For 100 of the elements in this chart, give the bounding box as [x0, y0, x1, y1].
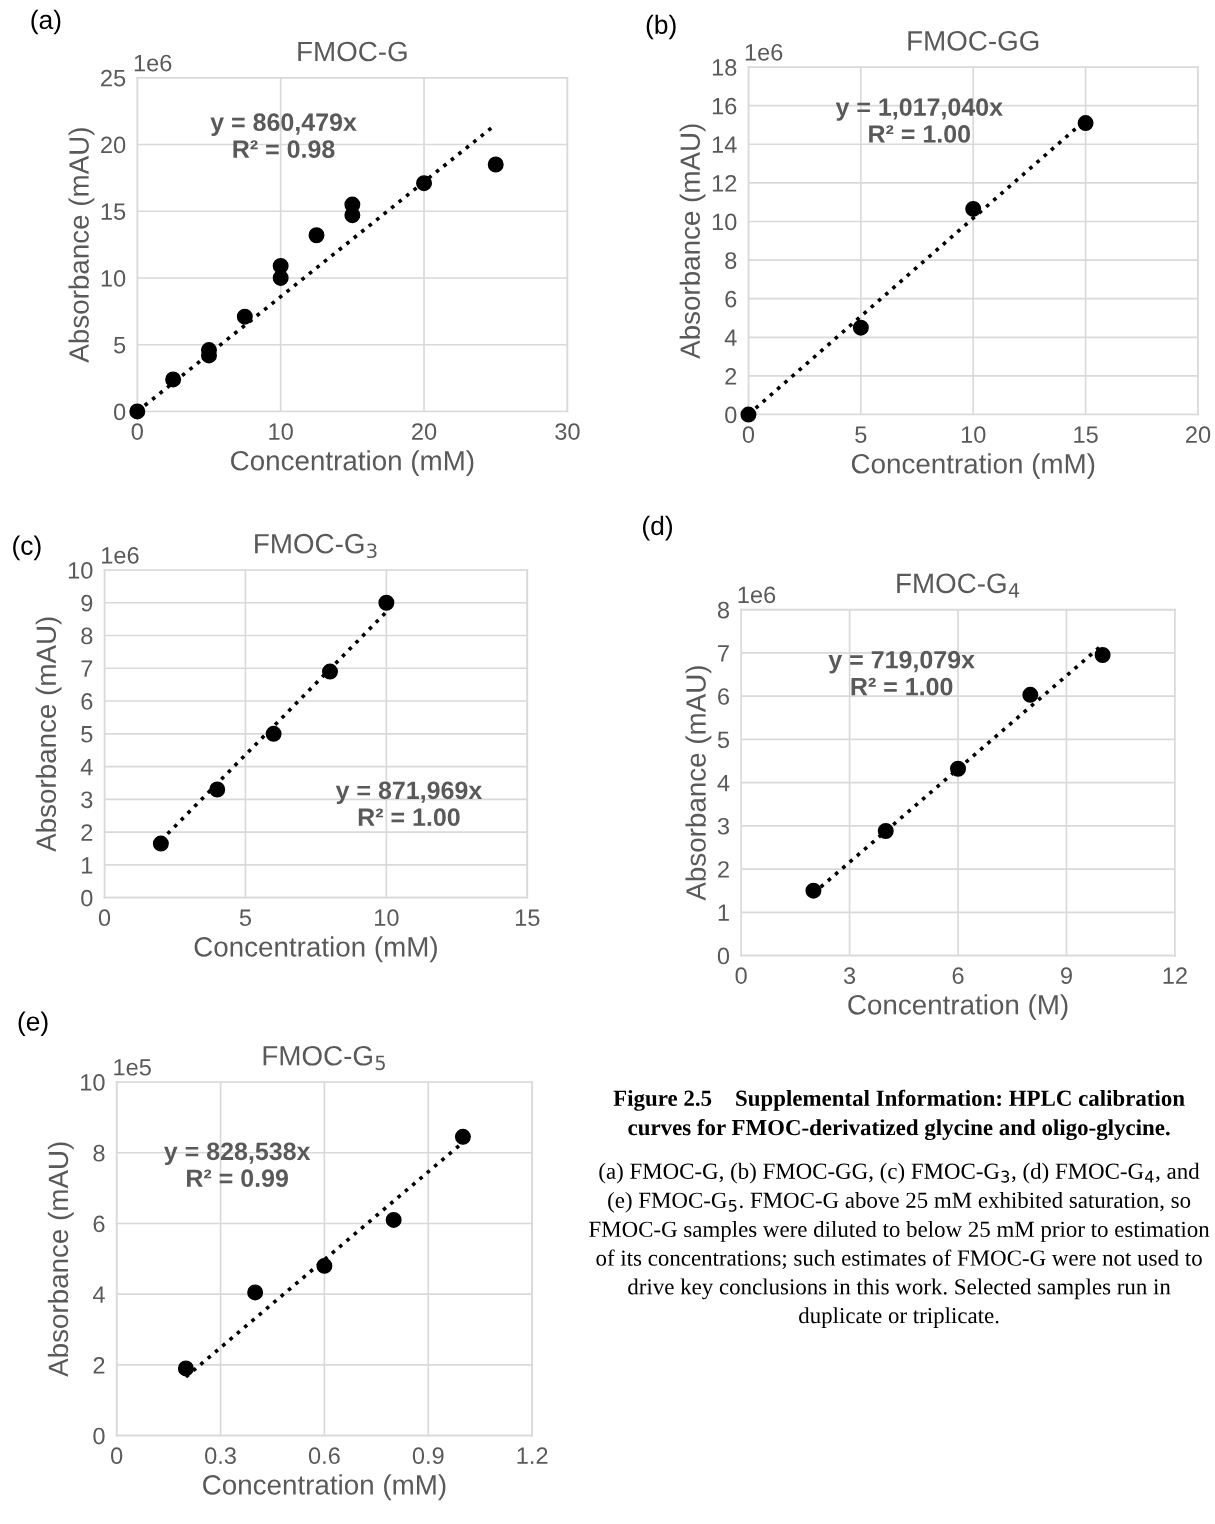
x-tick-label: 5	[855, 426, 867, 443]
x-axis-title: Concentration (mM)	[231, 450, 474, 477]
x-tick-label: 10	[269, 423, 293, 440]
annotation: y = 1,017,040x R² = 1.00	[835, 98, 1003, 143]
x-tick-label: 10	[961, 426, 986, 443]
annotation: y = 871,969x R² = 1.00	[335, 781, 483, 827]
point	[877, 823, 894, 839]
y-tick-label: 3	[717, 817, 729, 835]
x-tick-label: 6	[952, 967, 964, 984]
y-tick-label: 8	[81, 627, 93, 645]
x-tick-label: 9	[1061, 967, 1072, 984]
x-axis-title: Concentration (mM)	[194, 936, 437, 963]
point	[805, 882, 822, 899]
y-tick-label: 6	[718, 688, 729, 705]
y-tick-label: 1	[82, 857, 93, 874]
point	[165, 371, 182, 388]
point	[852, 319, 869, 336]
chart-title: FMOC-GG	[908, 30, 1039, 51]
y-tick-label: 6	[81, 693, 93, 710]
x-tick-label: 5	[239, 909, 252, 927]
y-tick-label: 0	[113, 403, 126, 421]
y-tick-label: 8	[725, 252, 737, 269]
x-tick-label: 20	[1186, 426, 1211, 443]
y-tick-label: 3	[81, 791, 93, 809]
y-tick-label: 4	[724, 329, 737, 346]
x-tick-label: 20	[412, 423, 437, 440]
point	[950, 760, 967, 777]
point	[272, 257, 289, 274]
y-tick-label: 0	[717, 947, 730, 965]
y-tick-label: 4	[717, 774, 730, 792]
y-tick-label: 10	[101, 270, 126, 287]
y-tick-label: 15	[101, 203, 126, 221]
y-axis-title: Absorbance (mAU)	[68, 128, 95, 363]
y-tick-label: 14	[712, 136, 737, 153]
y-tick-label: 6	[725, 290, 737, 308]
text: 1e5	[114, 1059, 151, 1076]
x-tick-label: 1.2	[517, 1447, 548, 1464]
y-tick-label: 2	[93, 1356, 105, 1374]
y-tick-label: 7	[718, 645, 729, 662]
chart-title: FMOC-G$_{3}$	[255, 533, 377, 559]
text: (a) FMOC-G, (b) FMOC-GG, (c) FMOC-G$_{3}$, (d) FMOC-G$_{4}$, and (e) FMOC-G$_{5}$. FMOC-G above 25 mM exhibited saturation, so FMOC-G samples were diluted to below 25 mM prior to estimation of its concentrations; such estimates of FMOC-G were not used to drive key conclusions in this work. Selected samples run in duplicate or triplicate.	[589, 1162, 1210, 1328]
y-tick-label: 10	[712, 213, 737, 231]
y-tick-label: 1	[718, 904, 729, 921]
y-tick-label: 0	[725, 406, 737, 424]
point	[378, 594, 395, 611]
text: (b)	[646, 14, 676, 40]
chart-title: FMOC-G$_{4}$	[897, 573, 1020, 598]
point	[740, 406, 757, 423]
y-tick-label: 5	[114, 337, 126, 354]
text: (a)	[31, 9, 61, 35]
y-tick-label: 2	[725, 367, 737, 385]
y-tick-label: 25	[101, 69, 126, 87]
x-tick-label: 15	[515, 909, 540, 927]
y-tick-label: 20	[101, 136, 126, 154]
text: Figure 2.5 Supplemental Information: HPLC calibration curves for FMOC-derivatized glycine and oligo-glycine.	[613, 1089, 1185, 1141]
x-axis-title: Concentration (mM)	[203, 1474, 446, 1501]
point	[247, 1284, 264, 1301]
x-tick-label: 0	[742, 426, 755, 443]
y-tick-label: 12	[712, 174, 737, 192]
y-tick-label: 2	[81, 824, 93, 841]
point	[265, 725, 282, 742]
y-axis-title: Absorbance (mAU)	[685, 666, 712, 901]
point	[236, 308, 253, 325]
point	[129, 403, 146, 420]
y-tick-label: 4	[92, 1286, 105, 1303]
text: (c)	[13, 535, 41, 561]
x-tick-label: 10	[375, 909, 399, 927]
text: 1e6	[738, 586, 776, 604]
point	[1077, 115, 1094, 132]
y-axis-title: Absorbance (mAU)	[679, 124, 706, 359]
point	[416, 175, 433, 192]
point	[209, 781, 226, 798]
y-tick-label: 9	[81, 594, 93, 612]
text: 1e6	[102, 546, 139, 564]
x-tick-label: 0.9	[412, 1447, 444, 1465]
point	[454, 1128, 471, 1145]
point	[1022, 686, 1039, 703]
y-tick-label: 0	[81, 889, 93, 907]
y-tick-label: 10	[68, 562, 93, 579]
y-tick-label: 10	[81, 1074, 105, 1091]
x-axis-title: Concentration (M)	[848, 994, 1068, 1021]
point	[152, 835, 169, 852]
chart-title: FMOC-G$_{5}$	[263, 1045, 385, 1071]
y-tick-label: 16	[712, 97, 737, 115]
point	[308, 227, 325, 244]
x-tick-label: 3	[843, 967, 856, 984]
point	[322, 663, 338, 680]
point	[1094, 647, 1111, 663]
point	[316, 1257, 333, 1274]
point	[965, 200, 982, 217]
text: (d)	[643, 515, 672, 541]
text: (e)	[18, 1011, 48, 1037]
annotation: y = 860,479x R² = 0.98	[210, 113, 357, 158]
x-tick-label: 12	[1163, 967, 1187, 984]
y-tick-label: 7	[81, 660, 93, 677]
y-tick-label: 6	[93, 1215, 105, 1233]
chart-title: FMOC-G	[298, 41, 407, 62]
annotation: y = 719,079x R² = 1.00	[828, 650, 975, 696]
text: 1e6	[745, 43, 783, 61]
x-tick-label: 30	[555, 423, 580, 440]
